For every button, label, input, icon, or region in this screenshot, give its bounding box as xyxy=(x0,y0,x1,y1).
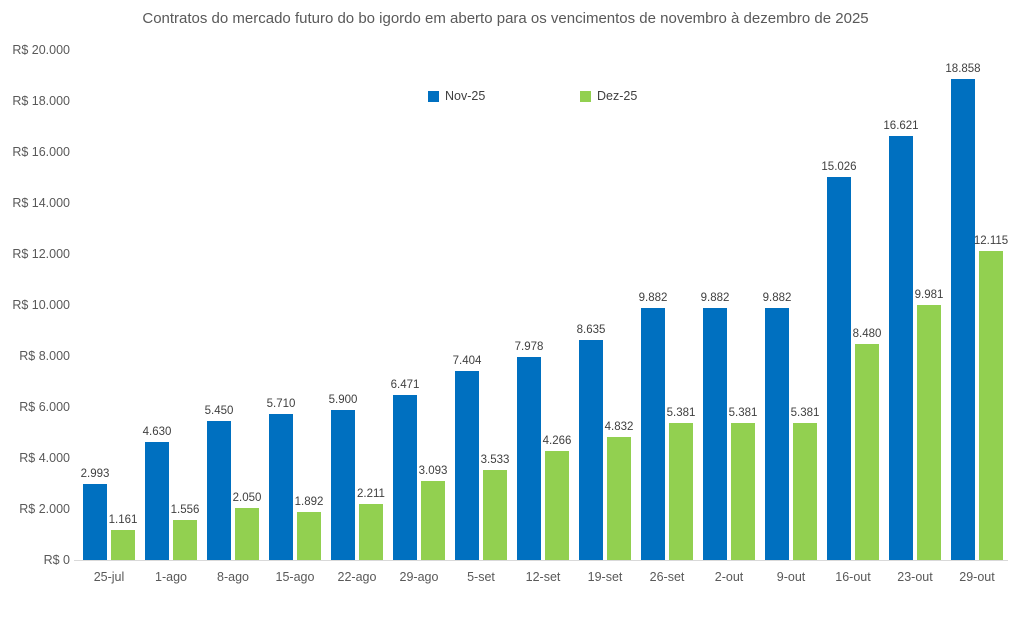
bar-nov-25-2-out[interactable] xyxy=(703,308,727,560)
bar-value-label: 5.710 xyxy=(266,398,296,410)
y-axis-tick-label: R$ 0 xyxy=(43,553,70,567)
x-axis-tick-label: 26-set xyxy=(649,570,685,584)
bar-nov-25-26-set[interactable] xyxy=(641,308,665,560)
bar-value-label: 4.832 xyxy=(604,421,634,433)
bar-value-label: 5.381 xyxy=(790,407,820,419)
bar-dez-25-23-out[interactable] xyxy=(917,305,941,560)
bar-value-label: 1.161 xyxy=(108,514,138,526)
bar-value-label: 1.556 xyxy=(170,504,200,516)
bar-value-label: 2.211 xyxy=(357,488,385,500)
bar-value-label: 3.533 xyxy=(480,454,510,466)
bar-value-label: 5.381 xyxy=(728,407,758,419)
bar-value-label: 9.882 xyxy=(700,292,730,304)
bar-value-label: 5.900 xyxy=(328,394,358,406)
bar-value-label: 7.404 xyxy=(452,355,482,367)
bar-nov-25-22-ago[interactable] xyxy=(331,410,355,560)
bar-dez-25-8-ago[interactable] xyxy=(235,508,259,560)
bar-nov-25-16-out[interactable] xyxy=(827,177,851,560)
x-axis-tick-label: 12-set xyxy=(525,570,561,584)
bar-nov-25-9-out[interactable] xyxy=(765,308,789,560)
bar-value-label: 15.026 xyxy=(821,161,857,173)
chart-title: Contratos do mercado futuro do bo igordo… xyxy=(142,10,869,27)
bar-value-label: 5.450 xyxy=(204,405,234,417)
bar-dez-25-2-out[interactable] xyxy=(731,423,755,560)
y-axis-tick-label: R$ 12.000 xyxy=(12,247,70,261)
bar-value-label: 2.993 xyxy=(80,468,110,480)
bar-dez-25-26-set[interactable] xyxy=(669,423,693,560)
bar-value-label: 6.471 xyxy=(390,379,420,391)
bar-dez-25-29-ago[interactable] xyxy=(421,481,445,560)
bar-nov-25-1-ago[interactable] xyxy=(145,442,169,560)
bar-dez-25-12-set[interactable] xyxy=(545,451,569,560)
x-axis-tick-label: 15-ago xyxy=(275,570,315,584)
bar-value-label: 8.480 xyxy=(852,328,882,340)
bar-dez-25-16-out[interactable] xyxy=(855,344,879,560)
bar-dez-25-25-jul[interactable] xyxy=(111,530,135,560)
bar-value-label: 18.858 xyxy=(945,63,981,75)
bar-value-label: 4.630 xyxy=(142,426,172,438)
bar-dez-25-22-ago[interactable] xyxy=(359,504,383,560)
bar-value-label: 9.981 xyxy=(914,289,944,301)
y-axis-tick-label: R$ 2.000 xyxy=(19,502,70,516)
x-axis-tick-label: 25-jul xyxy=(93,570,125,584)
x-axis-tick-label: 29-out xyxy=(959,570,995,584)
x-axis-tick-label: 5-set xyxy=(467,570,495,584)
y-axis-tick-label: R$ 20.000 xyxy=(12,43,70,57)
bar-nov-25-12-set[interactable] xyxy=(517,357,541,560)
y-axis-tick-label: R$ 16.000 xyxy=(12,145,70,159)
x-axis-tick-label: 8-ago xyxy=(217,570,249,584)
bar-nov-25-29-out[interactable] xyxy=(951,79,975,560)
y-axis-tick-label: R$ 8.000 xyxy=(19,349,70,363)
bar-dez-25-29-out[interactable] xyxy=(979,251,1003,560)
bar-value-label: 8.635 xyxy=(576,324,606,336)
bar-value-label: 2.050 xyxy=(232,492,262,504)
bar-dez-25-5-set[interactable] xyxy=(483,470,507,560)
bar-value-label: 3.093 xyxy=(418,465,448,477)
bar-nov-25-25-jul[interactable] xyxy=(83,484,107,560)
x-axis-tick-label: 1-ago xyxy=(155,570,187,584)
bar-value-label: 1.892 xyxy=(294,496,324,508)
bar-dez-25-1-ago[interactable] xyxy=(173,520,197,560)
y-axis-tick-label: R$ 14.000 xyxy=(12,196,70,210)
x-axis-tick-label: 29-ago xyxy=(399,570,439,584)
y-axis-tick-label: R$ 10.000 xyxy=(12,298,70,312)
legend-swatch-dez25-icon xyxy=(580,90,591,102)
bar-value-label: 12.115 xyxy=(973,235,1009,247)
legend-label-nov25: Nov-25 xyxy=(445,89,486,103)
x-axis-tick-label: 22-ago xyxy=(337,570,377,584)
bar-dez-25-15-ago[interactable] xyxy=(297,512,321,560)
legend-item-nov25[interactable]: Nov-25 xyxy=(428,89,485,103)
bar-nov-25-23-out[interactable] xyxy=(889,136,913,560)
bar-value-label: 9.882 xyxy=(762,292,792,304)
bar-dez-25-19-set[interactable] xyxy=(607,437,631,560)
bar-value-label: 16.621 xyxy=(883,120,919,132)
bar-value-label: 9.882 xyxy=(638,292,668,304)
bar-value-label: 7.978 xyxy=(514,341,544,353)
bar-dez-25-9-out[interactable] xyxy=(793,423,817,560)
x-axis-tick-label: 16-out xyxy=(835,570,871,584)
bar-value-label: 5.381 xyxy=(666,407,696,419)
bar-nov-25-8-ago[interactable] xyxy=(207,421,231,560)
y-axis-tick-label: R$ 18.000 xyxy=(12,94,70,108)
x-axis-tick-label: 23-out xyxy=(897,570,933,584)
bar-nov-25-29-ago[interactable] xyxy=(393,395,417,560)
x-axis-tick-label: 2-out xyxy=(714,570,744,584)
legend-swatch-nov25-icon xyxy=(428,90,439,102)
bar-nov-25-15-ago[interactable] xyxy=(269,414,293,560)
legend-label-dez25: Dez-25 xyxy=(597,89,638,103)
x-axis-line xyxy=(74,560,1008,561)
bar-nov-25-19-set[interactable] xyxy=(579,340,603,560)
bar-nov-25-5-set[interactable] xyxy=(455,371,479,560)
x-axis-tick-label: 19-set xyxy=(587,570,623,584)
y-axis-tick-label: R$ 4.000 xyxy=(19,451,70,465)
x-axis-tick-label: 9-out xyxy=(776,570,806,584)
legend-item-dez25[interactable]: Dez-25 xyxy=(580,89,637,103)
bar-value-label: 4.266 xyxy=(542,435,572,447)
y-axis-tick-label: R$ 6.000 xyxy=(19,400,70,414)
